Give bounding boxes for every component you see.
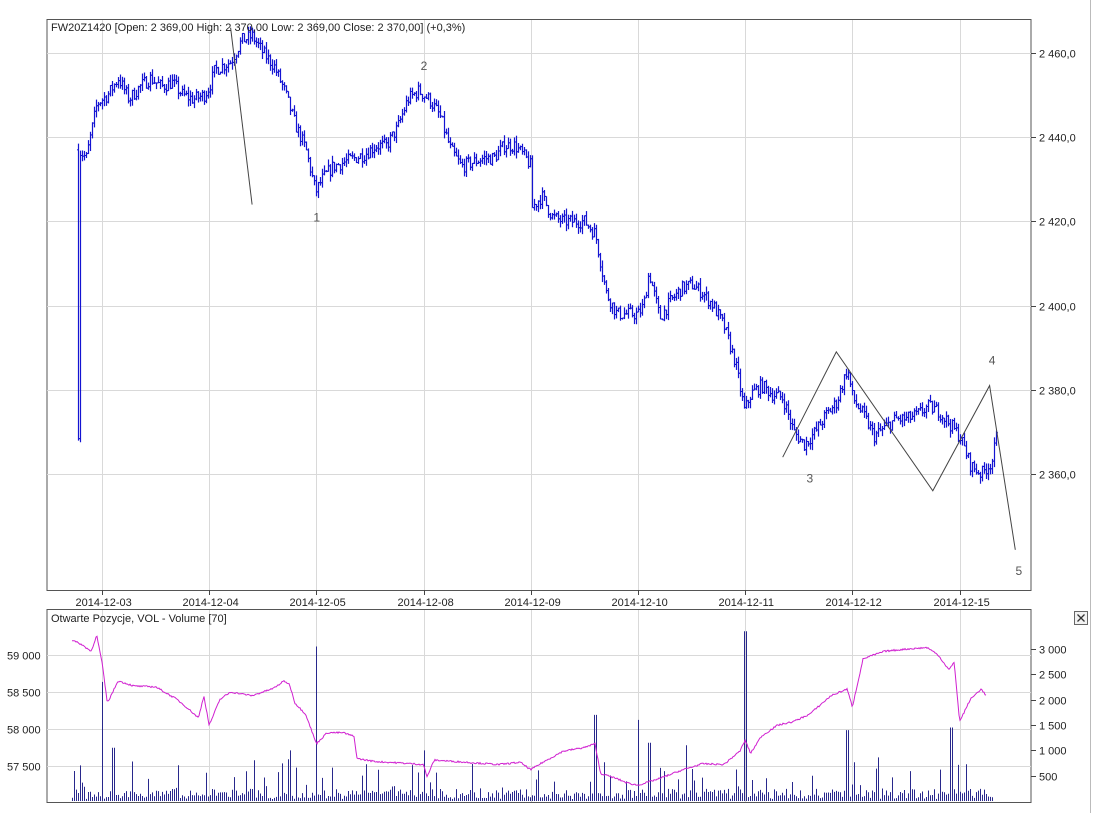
price-tick-label: 2 420,0 (1039, 217, 1076, 229)
wave-line-b[interactable] (782, 350, 1016, 550)
date-tick-label: 2014-12-09 (505, 597, 561, 609)
price-bars (77, 26, 998, 484)
price-panel-frame (46, 19, 1032, 591)
volume-bars (72, 631, 993, 801)
open-interest-series (72, 635, 987, 786)
price-tick-label: 2 460,0 (1039, 49, 1076, 61)
wave-line-a[interactable] (230, 27, 253, 205)
volume-y-axis: 3 000 2 500 2 000 1 500 1 000 500 (1031, 645, 1067, 784)
price-tick-label: 2 440,0 (1039, 133, 1076, 145)
wave-label-2: 2 (421, 59, 428, 73)
open-interest-y-axis: 59 000 58 500 58 000 57 500 (7, 651, 41, 774)
volume-tick-label: 500 (1039, 772, 1057, 784)
price-tick-label: 2 380,0 (1039, 386, 1076, 398)
price-panel-title: FW20Z1420 [Open: 2 369,00 High: 2 370,00… (51, 22, 465, 34)
date-tick-label: 2014-12-12 (826, 597, 882, 609)
open-interest-line (72, 635, 987, 786)
date-tick-label: 2014-12-05 (290, 597, 346, 609)
wave-label-3: 3 (807, 471, 814, 485)
oi-tick-label: 58 000 (7, 725, 41, 737)
close-panel-button[interactable] (1074, 611, 1088, 625)
oi-tick-label: 57 500 (7, 762, 41, 774)
wave-label-4: 4 (989, 354, 996, 368)
close-icon[interactable] (1077, 614, 1085, 622)
elliott-wave-lines[interactable] (230, 27, 1016, 550)
volume-tick-label: 1 000 (1039, 746, 1067, 758)
volume-panel-frame (46, 609, 1032, 803)
date-tick-label: 2014-12-03 (76, 597, 132, 609)
oi-tick-label: 59 000 (7, 651, 41, 663)
price-tick-label: 2 360,0 (1039, 470, 1076, 482)
wave-label-5: 5 (1016, 564, 1023, 578)
elliott-wave-labels: 1 2 3 4 5 (313, 59, 1022, 578)
volume-tick-label: 3 000 (1039, 645, 1067, 657)
volume-tick-label: 2 000 (1039, 696, 1067, 708)
oi-tick-label: 58 500 (7, 688, 41, 700)
date-tick-label: 2014-12-04 (183, 597, 239, 609)
date-tick-label: 2014-12-15 (934, 597, 990, 609)
volume-tick-label: 2 500 (1039, 670, 1067, 682)
volume-panel-title: Otwarte Pozycje, VOL - Volume [70] (51, 613, 227, 625)
date-tick-label: 2014-12-10 (612, 597, 668, 609)
date-tick-label: 2014-12-08 (398, 597, 454, 609)
wave-label-1: 1 (313, 210, 320, 224)
date-tick-label: 2014-12-11 (719, 597, 774, 609)
price-grid (47, 20, 1031, 590)
date-x-axis: 2014-12-03 2014-12-04 2014-12-05 2014-12-08… (76, 590, 990, 609)
price-y-axis: 2 460,0 2 440,0 2 420,0 2 400,0 2 380,0 2 360… (1031, 49, 1076, 482)
price-tick-label: 2 400,0 (1039, 302, 1076, 314)
volume-tick-label: 1 500 (1039, 721, 1067, 733)
